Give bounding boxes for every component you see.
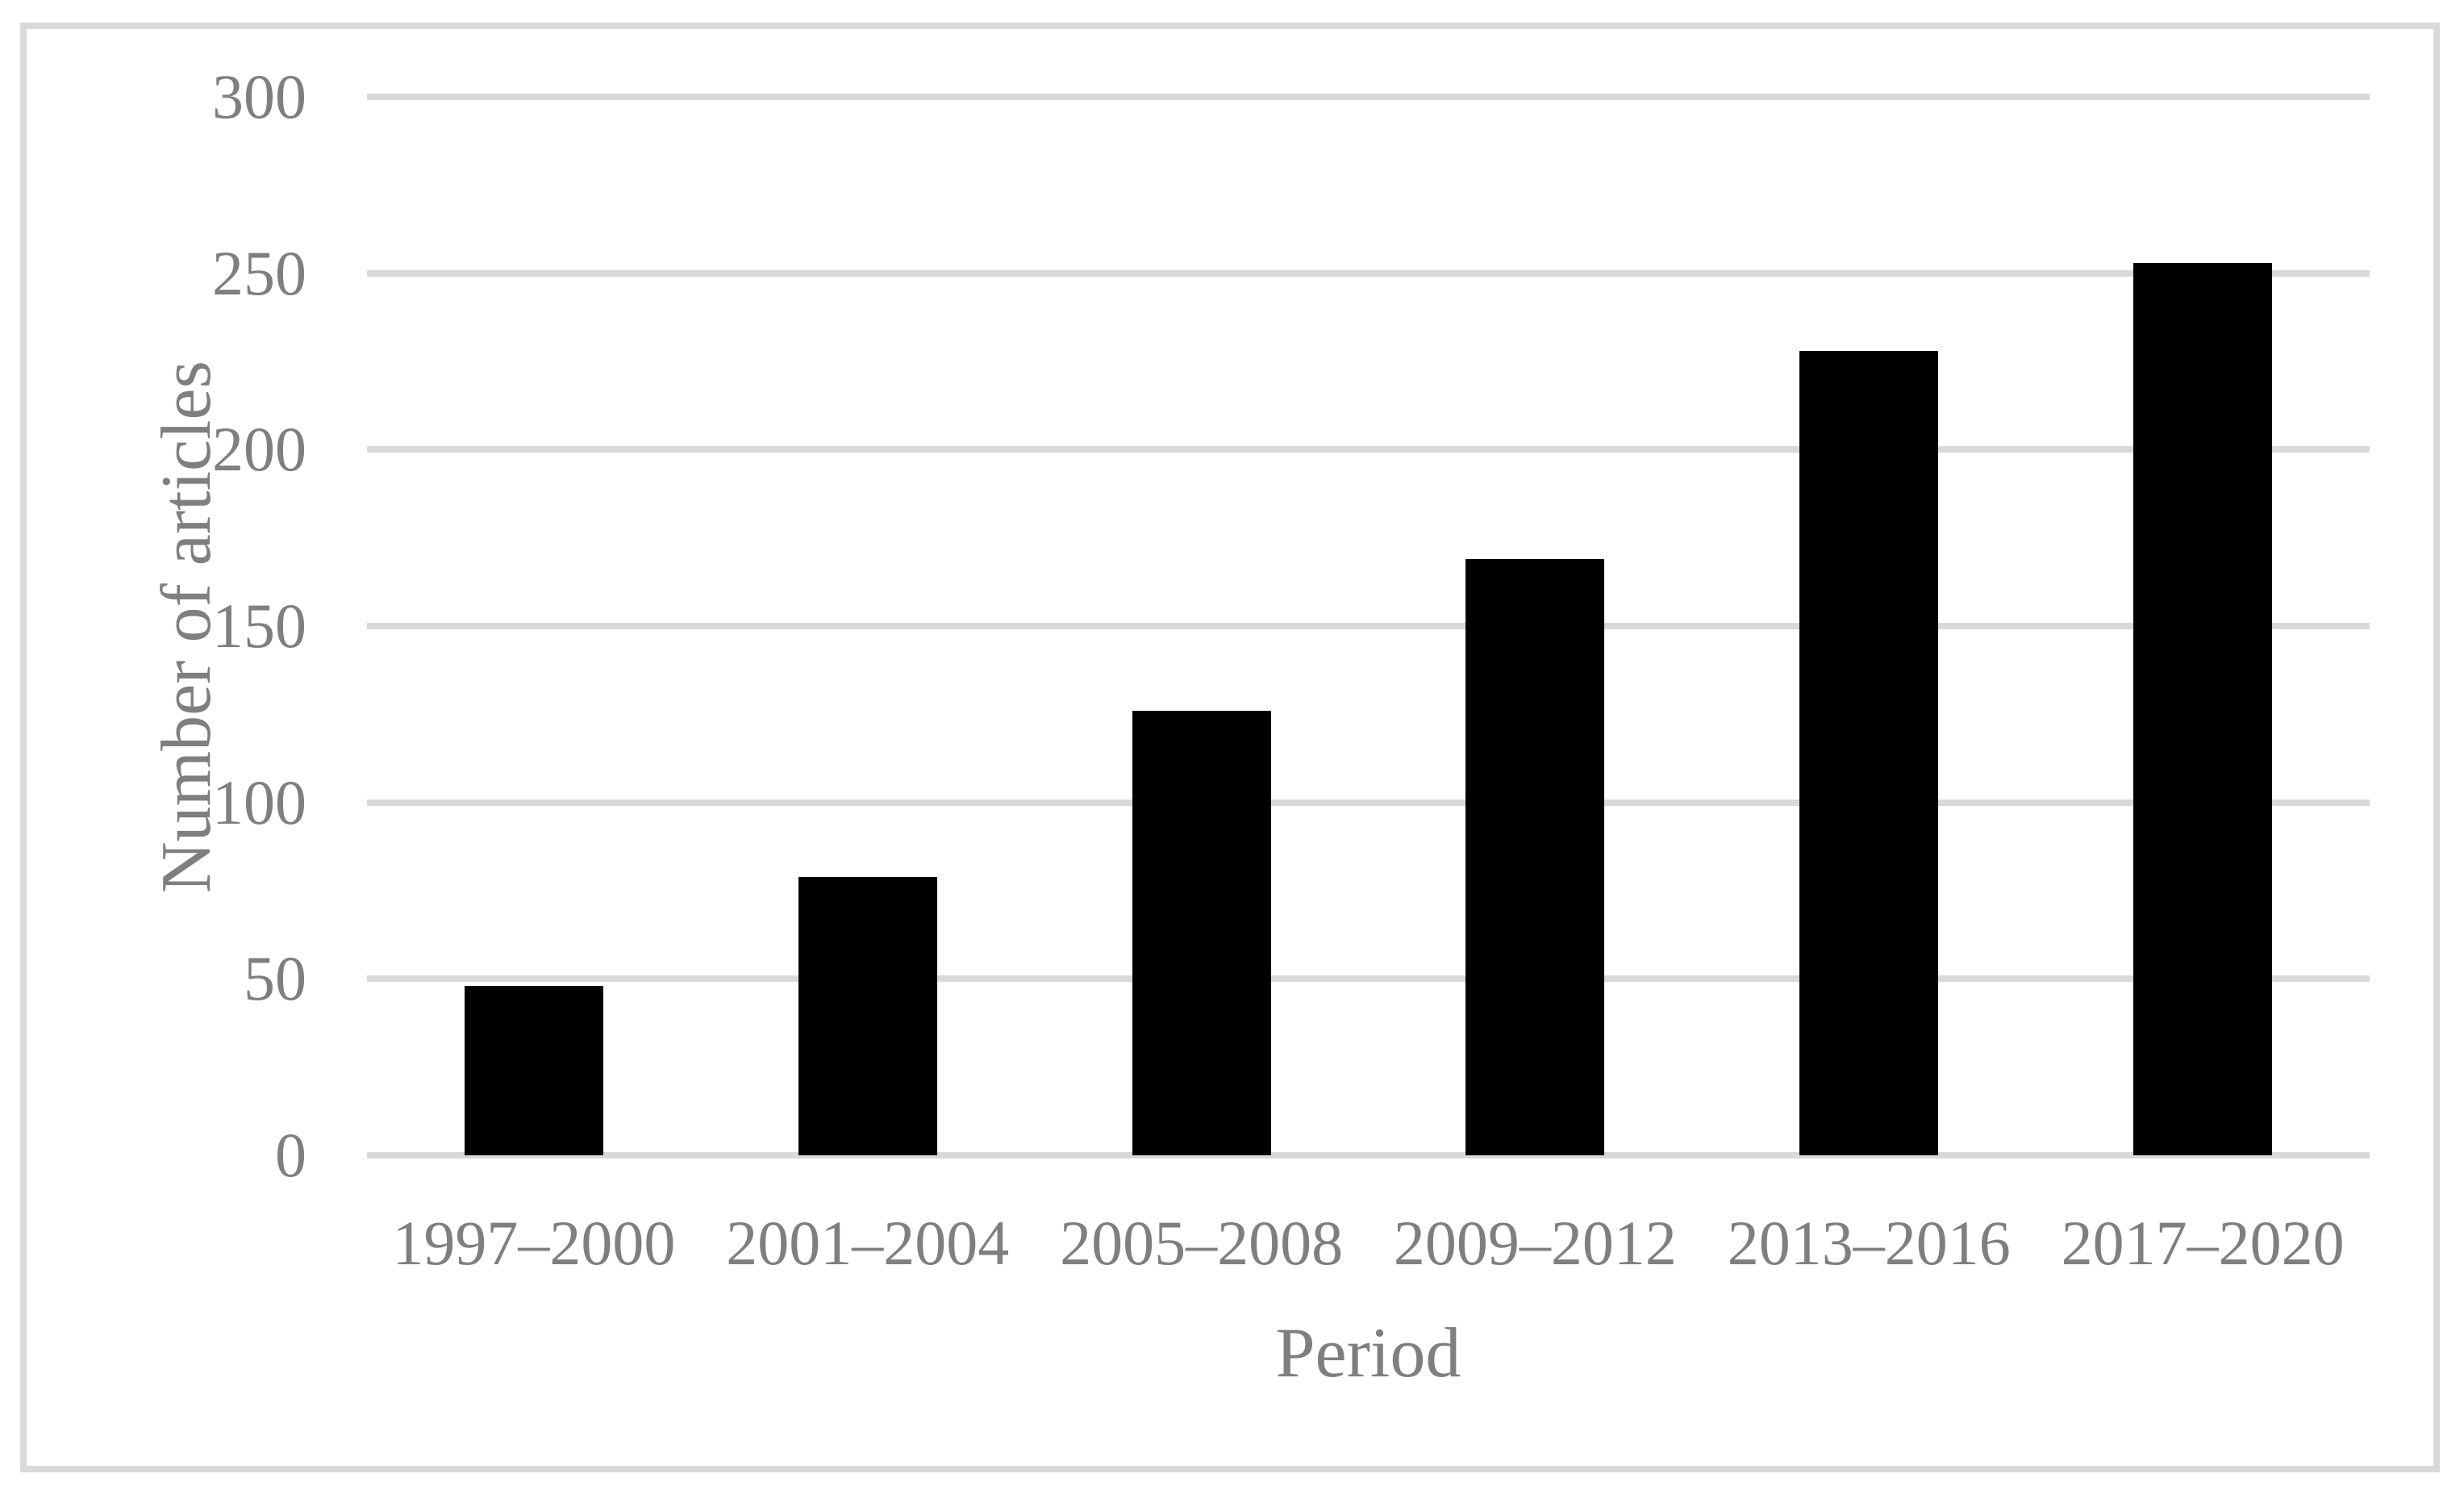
gridline xyxy=(367,446,2370,453)
bar-slot xyxy=(1369,97,1703,1155)
bar-2005–2008 xyxy=(1132,710,1271,1155)
bar-2001–2004 xyxy=(798,876,937,1155)
bar-slot xyxy=(701,97,1035,1155)
y-tick-label: 200 xyxy=(212,414,306,485)
y-tick-label: 300 xyxy=(212,61,306,132)
plot-area xyxy=(367,94,2370,1159)
gridline xyxy=(367,799,2370,806)
bar-2009–2012 xyxy=(1465,558,1605,1155)
y-tick-label: 150 xyxy=(212,591,306,661)
bar-2017–2020 xyxy=(2133,262,2273,1155)
bar-slot xyxy=(1702,97,2036,1155)
x-tick-label: 2009–2012 xyxy=(1393,1208,1677,1278)
gridline xyxy=(367,623,2370,629)
x-tick-label: 2001–2004 xyxy=(726,1208,1010,1278)
x-tick-label: 2005–2008 xyxy=(1060,1208,1344,1278)
y-tick-label: 50 xyxy=(244,943,306,1014)
bar-2013–2016 xyxy=(1799,350,1939,1155)
x-tick-label: 2013–2016 xyxy=(1727,1208,2011,1278)
x-axis-line xyxy=(367,1152,2370,1159)
gridline xyxy=(367,269,2370,277)
y-tick-label: 0 xyxy=(275,1120,306,1190)
bar-slot xyxy=(2036,97,2370,1155)
bar-slot xyxy=(1035,97,1369,1155)
x-tick-label: 1997–2000 xyxy=(392,1208,676,1278)
gridline xyxy=(367,975,2370,983)
bar-1997–2000 xyxy=(464,986,603,1155)
bar-slot xyxy=(367,97,701,1155)
x-tick-label: 2017–2020 xyxy=(2061,1208,2345,1278)
figure-border xyxy=(20,23,2440,1472)
gridline xyxy=(367,94,2370,100)
y-tick-label: 100 xyxy=(212,766,306,837)
y-tick-label: 250 xyxy=(212,237,306,308)
x-axis-title: Period xyxy=(1275,1314,1461,1393)
